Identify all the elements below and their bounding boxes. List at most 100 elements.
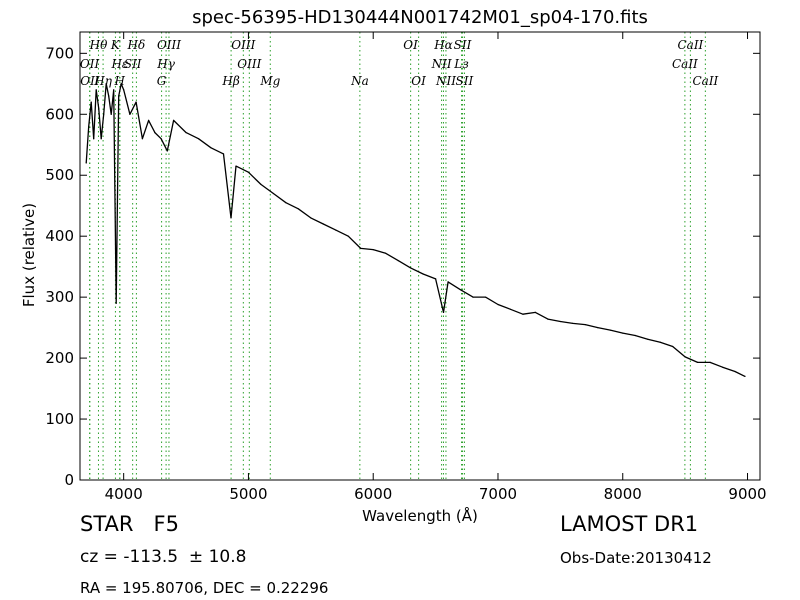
- x-tick-label: 7000: [479, 485, 517, 503]
- spectrum-point: [120, 83, 122, 85]
- spectrum-point: [88, 125, 90, 128]
- spectrum-point: [297, 208, 299, 210]
- spectrum-point: [110, 113, 112, 115]
- chart-title: spec-56395-HD130444N001742M01_sp04-170.f…: [192, 7, 648, 28]
- spectrum-point: [105, 83, 107, 85]
- spectrum-point: [522, 313, 524, 315]
- spectral-line-label: Hε: [110, 57, 128, 71]
- spectrum-point: [100, 138, 102, 140]
- observation-date-label: Obs-Date:20130412: [560, 549, 712, 567]
- spectrum-point: [597, 327, 599, 329]
- spectral-line-label: NII: [435, 74, 456, 88]
- spectral-line-label: NII: [431, 57, 452, 71]
- spectral-line-label: CaII: [677, 38, 703, 52]
- spectrum-point: [584, 324, 586, 326]
- spectrum-point: [160, 138, 162, 140]
- spectral-line-label: Hα: [433, 38, 453, 52]
- spectrum-point: [129, 113, 131, 115]
- spectrum-point: [709, 361, 711, 363]
- y-tick-label: 600: [45, 105, 74, 123]
- spectrum-point: [118, 95, 120, 97]
- spectrum-point: [372, 249, 374, 251]
- spectrum-point: [260, 183, 262, 185]
- spectral-line-label: Lз: [453, 57, 469, 71]
- survey-label: LAMOST DR1: [560, 512, 699, 536]
- spectrum-point: [90, 101, 92, 103]
- spectrum-point: [442, 311, 445, 313]
- spectrum-point: [347, 235, 349, 237]
- spectrum-point: [734, 370, 736, 373]
- spectrum-point: [684, 356, 686, 358]
- spectrum-point: [141, 138, 143, 140]
- x-tick-label: 8000: [604, 485, 642, 503]
- spectrum-point: [697, 361, 699, 363]
- spectrum-point: [272, 192, 274, 195]
- spectrum-point: [744, 375, 746, 377]
- spectrum-point: [509, 308, 512, 310]
- x-tick-label: 5000: [229, 485, 267, 503]
- spectral-line-label: OIII: [157, 38, 181, 52]
- spectrum-point: [173, 119, 175, 121]
- spectrum-point: [93, 138, 95, 140]
- spectrum-point: [185, 132, 187, 134]
- x-tick-label: 6000: [354, 485, 392, 503]
- spectrum-point: [230, 217, 232, 219]
- spectral-line-label: OI: [403, 38, 418, 52]
- spectral-line-label: Mg: [259, 74, 280, 88]
- spectrum-point: [360, 247, 362, 249]
- spectrum-point: [322, 223, 324, 225]
- spectral-line-label: CaII: [692, 74, 718, 88]
- spectral-line-label: Hβ: [221, 74, 239, 88]
- spectrum-point: [115, 302, 117, 304]
- spectrum-point: [166, 150, 168, 152]
- spectral-line-label: OIII: [237, 57, 261, 71]
- spectrum-point: [397, 260, 399, 262]
- spectrum-point: [559, 320, 562, 323]
- spectrum-point: [659, 341, 661, 343]
- spectrum-point: [154, 132, 156, 134]
- spectrum-point: [310, 217, 312, 219]
- spectrum-point: [422, 273, 424, 275]
- y-tick-label: 200: [45, 349, 74, 367]
- spectrum-point: [285, 202, 287, 204]
- spectral-line-label: SII: [456, 74, 474, 88]
- spectrum-point: [435, 278, 437, 280]
- spectral-line-label: Na: [350, 74, 369, 88]
- spectrum-point: [647, 338, 649, 340]
- spectrum-point: [572, 322, 574, 324]
- y-tick-label: 100: [45, 410, 74, 428]
- plot-frame: [79, 31, 761, 481]
- spectral-line-label: Hθ: [89, 38, 108, 52]
- spectrum-point: [634, 334, 636, 337]
- spectrum-point: [148, 119, 150, 121]
- object-class-label: STAR F5: [80, 512, 179, 536]
- spectrum-point: [135, 101, 137, 103]
- spectral-line-label: G: [157, 74, 167, 88]
- spectrum-point: [672, 345, 674, 348]
- spectrum-point: [98, 107, 100, 109]
- spectrum-point: [534, 311, 537, 313]
- y-tick-label: 0: [64, 471, 74, 489]
- spectrum-point: [235, 165, 237, 167]
- spectrum-point: [108, 95, 110, 97]
- plot-area: 4000 5000 6000 7000 8000 9000 0 100 200 300 400 500…: [45, 31, 767, 503]
- spectrum-point: [113, 89, 115, 91]
- spectrum-point: [103, 113, 105, 115]
- spectrum-point: [609, 329, 611, 331]
- spectral-line-label: Hδ: [127, 38, 146, 52]
- spectrum-point: [547, 318, 549, 320]
- spectral-line-label: SII: [124, 57, 142, 71]
- spectral-line-label: Hη: [93, 74, 112, 88]
- x-tick-label: 4000: [105, 485, 143, 503]
- y-axis-label: Flux (relative): [20, 203, 38, 307]
- spectral-line-label: K: [110, 38, 121, 52]
- spectrum-point: [385, 252, 387, 254]
- spectrum-point: [447, 281, 449, 283]
- spectrum-point: [722, 366, 724, 368]
- spectral-line-label: OII: [80, 57, 100, 71]
- spectrum-point: [472, 296, 474, 298]
- y-tick-label: 300: [45, 288, 74, 306]
- spectrum-point: [85, 162, 87, 164]
